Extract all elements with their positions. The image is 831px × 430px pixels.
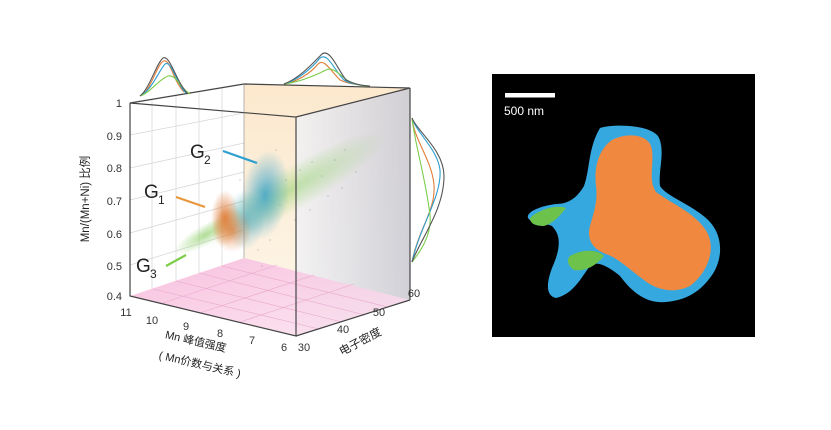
particle-green-region <box>530 206 566 226</box>
z-axis-ticks: 30 40 50 60 <box>298 288 420 354</box>
particle-orange-region <box>588 135 711 291</box>
group-label-g3: G 3 <box>136 254 187 281</box>
group-g1-letter: G <box>144 182 159 203</box>
floor-plane <box>130 258 410 336</box>
scatter-3d-plot: G 2 G 1 G 3 1 0.9 0.8 0.7 0.6 0.5 0.4 Mn… <box>78 52 445 380</box>
particle-green-region <box>567 250 604 271</box>
y-tick: 0.9 <box>107 131 122 143</box>
y-tick: 0.5 <box>107 261 122 273</box>
z-tick: 30 <box>298 342 310 354</box>
y-tick: 1 <box>116 98 122 110</box>
x-tick: 9 <box>183 321 189 333</box>
right-density-curves <box>411 117 445 263</box>
x-tick: 10 <box>146 315 158 327</box>
group-g2-sub: 2 <box>204 153 211 167</box>
group-g3-letter: G <box>136 256 151 277</box>
x-tick: 7 <box>249 335 255 347</box>
y-axis-label: Mn/(Mn+Ni) 比例 <box>78 156 92 243</box>
y-axis-ticks: 1 0.9 0.8 0.7 0.6 0.5 0.4 <box>107 98 122 303</box>
z-tick: 40 <box>337 324 349 336</box>
group-label-g1: G 1 <box>144 182 206 209</box>
scale-bar <box>505 93 555 98</box>
z-tick: 60 <box>408 288 420 300</box>
x-tick: 6 <box>281 342 287 354</box>
top-density-curves <box>139 52 371 97</box>
x-tick: 11 <box>120 307 131 319</box>
group-g2-letter: G <box>190 142 205 163</box>
microscopy-panel: 500 nm <box>492 74 755 337</box>
floor-grid <box>152 264 389 330</box>
z-tick: 50 <box>373 307 385 319</box>
group-g1-sub: 1 <box>158 193 165 207</box>
x-tick: 8 <box>217 328 223 340</box>
y-tick: 0.4 <box>107 291 122 303</box>
group-label-g2: G 2 <box>190 142 258 167</box>
y-tick: 0.7 <box>107 196 122 208</box>
scale-bar-label: 500 nm <box>504 104 544 118</box>
group-g3-sub: 3 <box>150 267 157 281</box>
x-axis-ticks: 11 10 9 8 7 6 <box>120 307 287 354</box>
x-axis-sublabel: ( Mn价数与关系 ) <box>158 348 243 380</box>
y-tick: 0.8 <box>107 163 122 175</box>
y-tick: 0.6 <box>107 229 122 241</box>
scatter-clouds <box>174 131 386 267</box>
